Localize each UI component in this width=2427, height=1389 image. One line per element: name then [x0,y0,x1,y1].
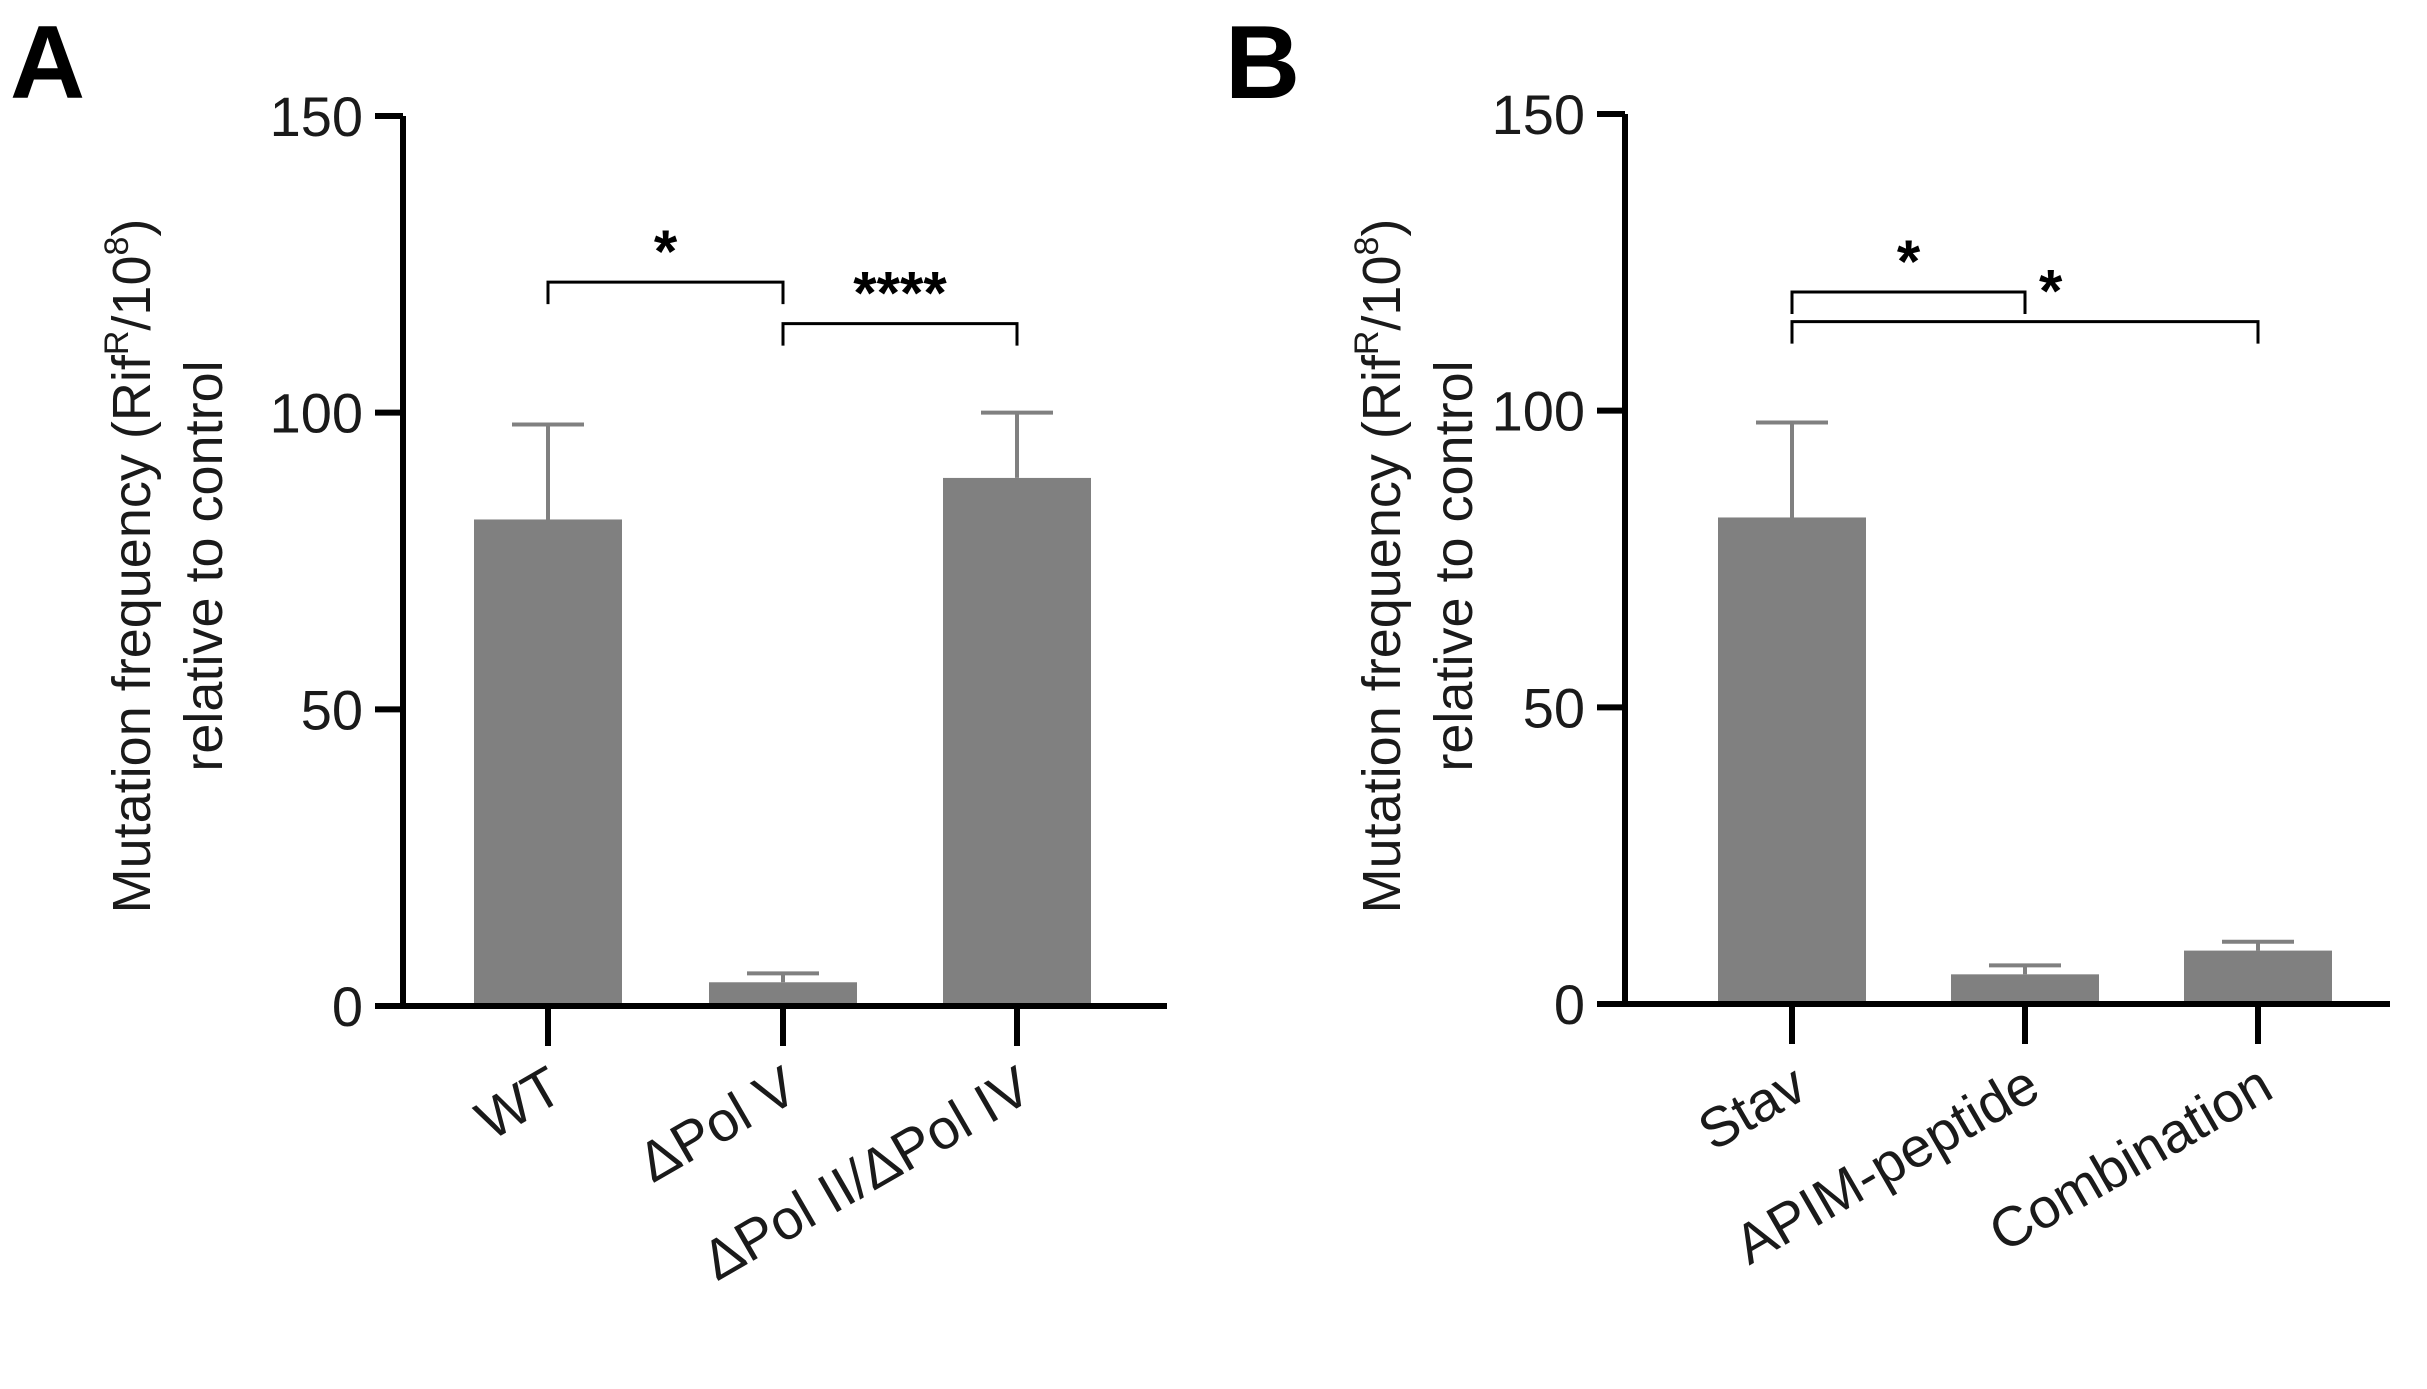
significance-line-0 [1790,290,2027,314]
significance-line-1 [1790,320,2260,344]
significance-bracket-1: **** [781,260,1019,346]
bar-1 [1951,974,2099,1004]
y-tick-label-1: 50 [1523,676,1585,739]
y-tick-label-2: 100 [270,382,363,445]
y-tick-label-3: 150 [1492,83,1585,146]
significance-bracket-1: * [1790,258,2260,344]
panel-b: B Mutation frequency (RifR/108) relative… [1225,5,2390,1276]
y-tick-label-0: 0 [1554,973,1585,1036]
x-tick-label-1: ΔPol V [627,1054,807,1195]
bar-0 [1718,517,1866,1004]
significance-line-1 [781,322,1019,346]
significance-label-1: **** [853,260,947,327]
y-axis-label-line1: Mutation frequency (RifR/108) [1348,219,1412,914]
significance-label-0: * [654,218,678,285]
y-axis-label-line2: relative to control [174,360,234,771]
significance-bracket-0: * [546,218,785,305]
significance-label-0: * [1897,228,1921,295]
panel-a-y-axis-label: Mutation frequency (RifR/108) relative t… [98,219,234,914]
panel-a-label: A [10,5,85,121]
y-axis-label-line1: Mutation frequency (RifR/108) [98,219,162,914]
bar-2 [2184,950,2332,1004]
y-axis-label-line2: relative to control [1424,360,1484,771]
y-tick-label-3: 150 [270,85,363,148]
panel-b-label: B [1225,5,1300,121]
y-tick-label-2: 100 [1492,380,1585,443]
panel-a: A Mutation frequency (RifR/108) relative… [10,5,1167,1292]
significance-bracket-0: * [1790,228,2027,314]
y-tick-label-1: 50 [301,678,363,741]
bar-1 [709,982,857,1006]
bar-0 [474,519,622,1006]
bar-2 [943,477,1091,1006]
y-tick-label-0: 0 [332,975,363,1038]
significance-label-1: * [2039,258,2063,325]
panel-b-y-axis-label: Mutation frequency (RifR/108) relative t… [1348,219,1484,914]
x-tick-label-0: WT [465,1054,572,1152]
significance-line-0 [546,280,785,305]
x-tick-label-0: Stav [1687,1052,1816,1163]
